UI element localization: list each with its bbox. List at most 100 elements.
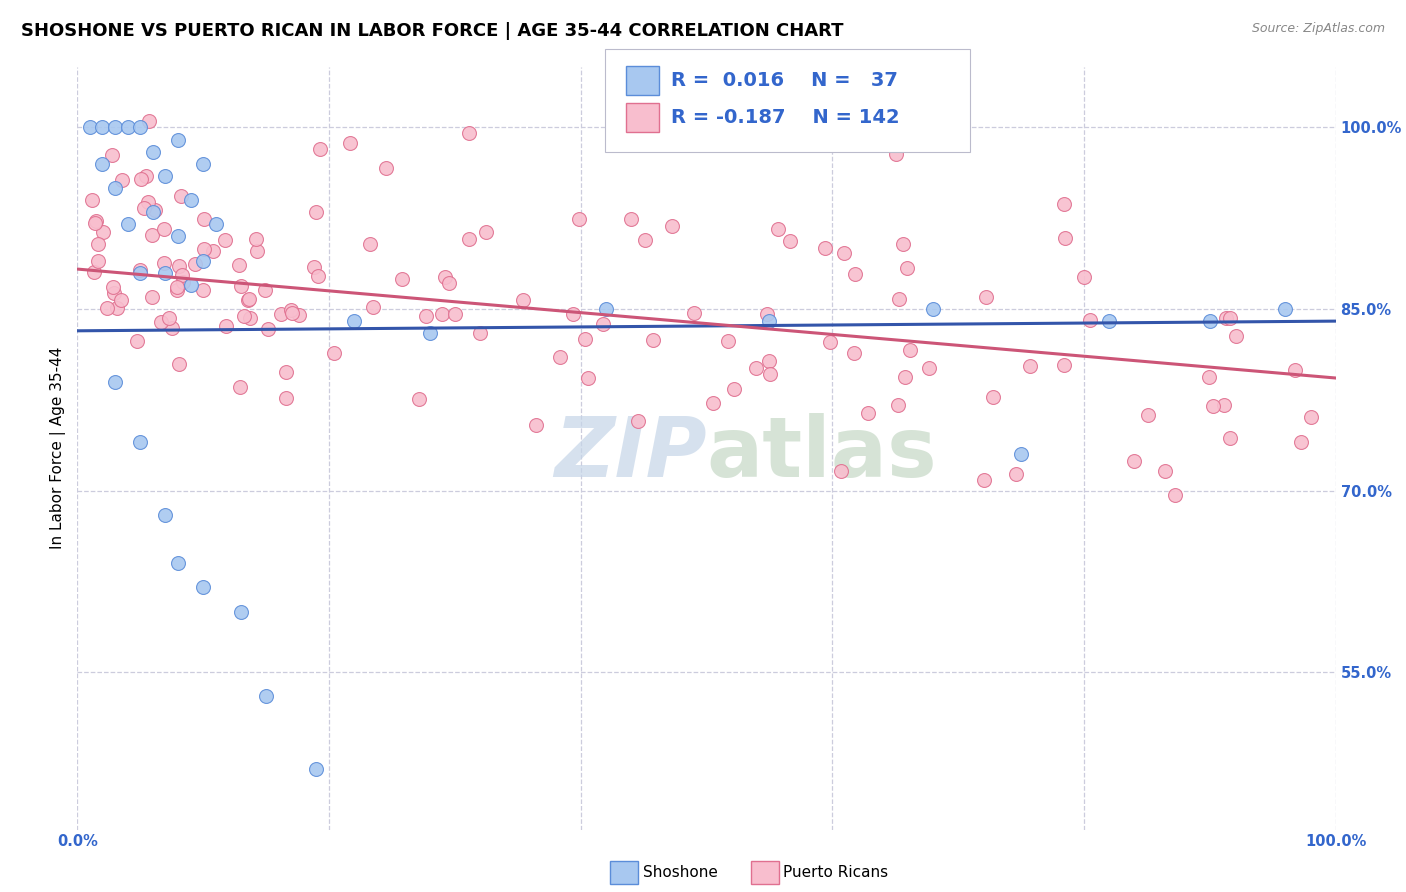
Puerto Ricans <box>128 262 150 277</box>
Shoshone <box>155 169 177 183</box>
Puerto Ricans <box>141 227 163 242</box>
Puerto Ricans <box>886 146 908 161</box>
Puerto Ricans <box>214 318 236 333</box>
Puerto Ricans <box>898 343 921 357</box>
Shoshone <box>922 301 945 316</box>
Shoshone <box>343 314 366 328</box>
Puerto Ricans <box>270 307 292 321</box>
Puerto Ricans <box>1215 311 1237 326</box>
Puerto Ricans <box>172 275 194 289</box>
Puerto Ricans <box>136 195 159 210</box>
Shoshone <box>142 205 165 219</box>
Puerto Ricans <box>896 261 918 276</box>
Shoshone <box>180 277 202 292</box>
Puerto Ricans <box>110 293 132 307</box>
Puerto Ricans <box>592 317 614 331</box>
Puerto Ricans <box>160 320 183 334</box>
Shoshone <box>229 605 252 619</box>
Puerto Ricans <box>415 309 437 323</box>
Puerto Ricans <box>439 276 461 290</box>
Puerto Ricans <box>430 308 453 322</box>
Puerto Ricans <box>280 303 302 318</box>
Puerto Ricans <box>548 350 571 364</box>
Puerto Ricans <box>229 279 252 293</box>
Shoshone <box>419 326 441 341</box>
Puerto Ricans <box>458 231 481 245</box>
Puerto Ricans <box>103 279 125 293</box>
Puerto Ricans <box>1019 359 1042 374</box>
Puerto Ricans <box>886 398 908 412</box>
Puerto Ricans <box>84 214 107 228</box>
Shoshone <box>254 690 277 704</box>
Text: Source: ZipAtlas.com: Source: ZipAtlas.com <box>1251 22 1385 36</box>
Puerto Ricans <box>191 283 214 297</box>
Puerto Ricans <box>375 161 398 175</box>
Puerto Ricans <box>1202 399 1225 413</box>
Puerto Ricans <box>661 219 683 234</box>
Puerto Ricans <box>305 204 328 219</box>
Shoshone <box>1098 314 1121 328</box>
Puerto Ricans <box>744 361 766 376</box>
Shoshone <box>91 157 114 171</box>
Puerto Ricans <box>229 380 252 394</box>
Puerto Ricans <box>307 269 329 284</box>
Puerto Ricans <box>512 293 534 307</box>
Puerto Ricans <box>758 353 780 368</box>
Y-axis label: In Labor Force | Age 35-44: In Labor Force | Age 35-44 <box>51 347 66 549</box>
Puerto Ricans <box>87 236 110 251</box>
Puerto Ricans <box>170 189 193 203</box>
Puerto Ricans <box>83 265 105 279</box>
Puerto Ricans <box>288 308 311 322</box>
Puerto Ricans <box>576 370 599 384</box>
Puerto Ricans <box>641 334 664 348</box>
Shoshone <box>79 120 101 135</box>
Puerto Ricans <box>756 307 779 321</box>
Shoshone <box>595 301 617 316</box>
Puerto Ricans <box>86 254 108 268</box>
Puerto Ricans <box>858 406 880 420</box>
Shoshone <box>167 229 190 244</box>
Puerto Ricans <box>184 257 207 271</box>
Puerto Ricans <box>96 301 118 315</box>
Text: Shoshone: Shoshone <box>643 865 717 880</box>
Puerto Ricans <box>1213 398 1236 412</box>
Puerto Ricans <box>131 172 153 186</box>
Puerto Ricans <box>702 396 724 410</box>
Shoshone <box>91 120 114 135</box>
Shoshone <box>104 120 127 135</box>
Shoshone <box>104 375 127 389</box>
Shoshone <box>155 266 177 280</box>
Puerto Ricans <box>339 136 361 150</box>
Shoshone <box>191 581 215 595</box>
Puerto Ricans <box>475 225 498 239</box>
Puerto Ricans <box>145 203 167 218</box>
Puerto Ricans <box>246 244 269 259</box>
Puerto Ricans <box>134 169 156 183</box>
Puerto Ricans <box>80 193 103 207</box>
Puerto Ricans <box>274 365 297 379</box>
Puerto Ricans <box>153 255 176 269</box>
Puerto Ricans <box>408 392 430 406</box>
Puerto Ricans <box>893 370 915 384</box>
Shoshone <box>129 435 152 450</box>
Puerto Ricans <box>193 243 215 257</box>
Puerto Ricans <box>214 233 236 247</box>
Puerto Ricans <box>274 392 297 406</box>
Puerto Ricans <box>723 382 745 396</box>
Puerto Ricans <box>359 237 381 252</box>
Shoshone <box>305 762 328 776</box>
Puerto Ricans <box>1289 435 1312 450</box>
Puerto Ricans <box>1005 467 1028 481</box>
Puerto Ricans <box>634 233 657 247</box>
Puerto Ricans <box>101 147 124 161</box>
Text: atlas: atlas <box>707 413 938 494</box>
Puerto Ricans <box>302 260 325 274</box>
Puerto Ricans <box>889 292 911 306</box>
Puerto Ricans <box>973 473 995 487</box>
Shoshone <box>117 120 139 135</box>
Puerto Ricans <box>239 311 262 326</box>
Puerto Ricans <box>236 293 259 307</box>
Puerto Ricans <box>981 390 1004 404</box>
Puerto Ricans <box>391 271 413 285</box>
Puerto Ricans <box>141 290 163 304</box>
